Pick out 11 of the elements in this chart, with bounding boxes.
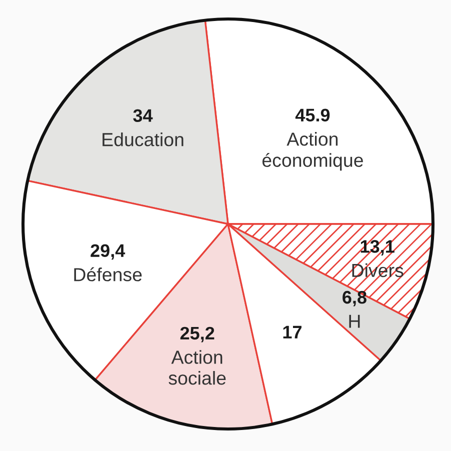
data-label: 25,2: [180, 326, 214, 342]
data-label: 6,8: [342, 290, 366, 306]
slice-label: Action sociale: [168, 350, 226, 385]
data-label: 17: [283, 326, 302, 338]
data-label: 29,4: [90, 244, 126, 260]
slice-label: H: [349, 314, 360, 328]
slice-label: Action économique: [262, 132, 363, 171]
data-label: 45.9: [295, 108, 330, 122]
slice-label: Défense: [74, 267, 142, 282]
data-label: 34: [133, 109, 153, 122]
slice-label: Education: [102, 132, 184, 146]
